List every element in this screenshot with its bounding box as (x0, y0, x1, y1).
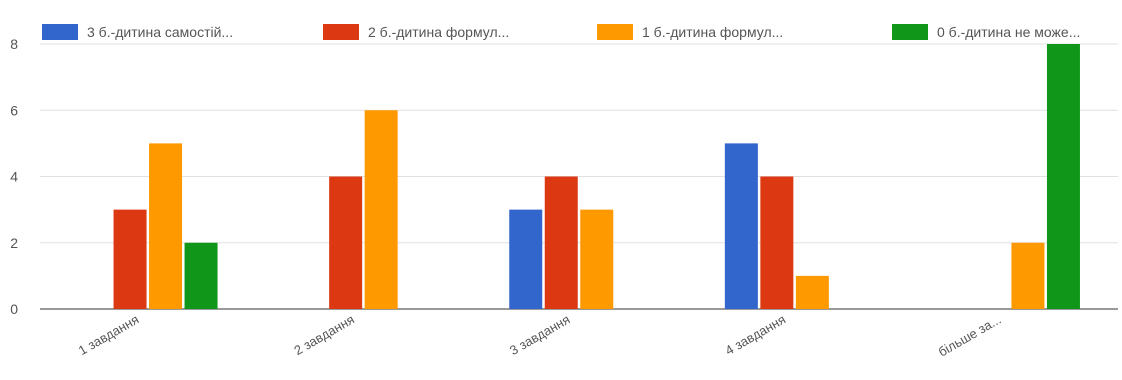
bar (364, 110, 398, 309)
y-tick-label: 0 (10, 301, 18, 317)
bar (149, 143, 183, 309)
bar (113, 209, 147, 309)
bars (113, 44, 1080, 309)
legend-swatch (892, 24, 928, 40)
bar (724, 143, 758, 309)
bar (580, 209, 614, 309)
legend-label: 0 б.-дитина не може... (937, 24, 1080, 40)
bar (329, 176, 363, 309)
bar (184, 242, 218, 309)
bar (1011, 242, 1045, 309)
x-category-label: 1 завдання (76, 312, 142, 358)
y-axis-ticks: 0 2 4 6 8 (10, 36, 18, 317)
bar (509, 209, 543, 309)
legend-swatch (597, 24, 633, 40)
bar (795, 275, 829, 309)
x-category-label: 3 завдання (507, 312, 573, 358)
x-category-label: більше за... (936, 312, 1004, 360)
x-category-label: 2 завдання (291, 312, 357, 358)
gridlines (40, 43, 1118, 310)
x-category-label: 4 завдання (723, 312, 789, 358)
legend-swatch (323, 24, 359, 40)
y-tick-label: 2 (10, 235, 18, 251)
y-tick-label: 8 (10, 36, 18, 52)
legend-label: 2 б.-дитина формул... (368, 24, 509, 40)
legend-label: 1 б.-дитина формул... (642, 24, 783, 40)
legend: 3 б.-дитина самостій... 2 б.-дитина форму… (42, 24, 1080, 40)
bar (760, 176, 794, 309)
x-axis-labels: 1 завдання 2 завдання 3 завдання 4 завдання… (76, 312, 1004, 360)
legend-label: 3 б.-дитина самостій... (87, 24, 233, 40)
bar (1046, 44, 1080, 309)
bar (544, 176, 578, 309)
y-tick-label: 6 (10, 102, 18, 118)
y-tick-label: 4 (10, 169, 18, 185)
legend-swatch (42, 24, 78, 40)
